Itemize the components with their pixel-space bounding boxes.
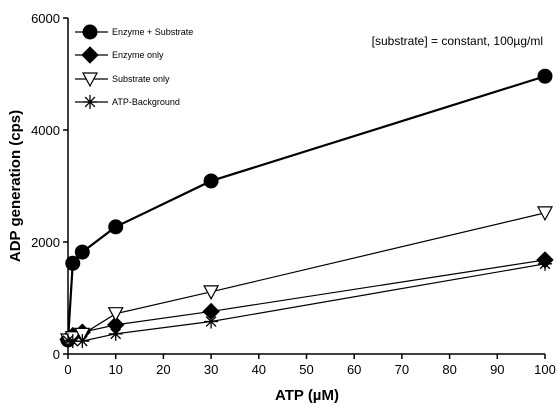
legend-marker [83, 95, 97, 109]
y-axis-title: ADP generation (cps) [7, 110, 24, 262]
x-axis-ticks: 0 10 20 30 40 50 60 70 80 90 100 [64, 354, 556, 377]
data-point [107, 307, 124, 322]
series-line [67, 263, 546, 342]
data-point [537, 68, 553, 84]
x-tick-label: 70 [395, 362, 409, 377]
x-tick-label: 10 [108, 362, 122, 377]
legend: Enzyme + Substrate Enzyme only Substrate o… [75, 24, 193, 109]
data-point [203, 285, 220, 301]
x-tick-label: 100 [534, 362, 556, 377]
legend-label: Enzyme only [112, 50, 164, 60]
x-tick-label: 50 [299, 362, 313, 377]
legend-item: Enzyme only [75, 46, 164, 64]
y-tick-label: 6000 [31, 11, 60, 26]
x-axis-title: ATP (µM) [275, 387, 339, 404]
legend-item: Enzyme + Substrate [75, 24, 193, 40]
series-line [67, 259, 546, 340]
x-tick-label: 40 [252, 362, 266, 377]
legend-marker [82, 24, 98, 40]
data-point [74, 244, 90, 260]
y-tick-label: 2000 [31, 235, 60, 250]
x-tick-label: 90 [490, 362, 504, 377]
data-point [108, 326, 123, 341]
legend-label: Substrate only [112, 74, 170, 84]
legend-marker [81, 72, 99, 88]
data-point [204, 314, 219, 329]
x-tick-label: 60 [347, 362, 361, 377]
x-tick-label: 80 [442, 362, 456, 377]
y-tick-label: 0 [53, 347, 60, 362]
legend-item: Substrate only [75, 72, 170, 88]
x-tick-label: 0 [64, 362, 71, 377]
x-tick-label: 30 [204, 362, 218, 377]
series-3 [59, 206, 554, 349]
data-point [108, 219, 124, 235]
data-point [536, 206, 554, 222]
legend-marker [81, 46, 99, 64]
series-layer [59, 68, 554, 349]
data-point [203, 173, 219, 189]
series-2 [59, 251, 554, 349]
y-tick-label: 4000 [31, 123, 60, 138]
series-line [66, 75, 546, 341]
y-axis-ticks: 0 2000 4000 6000 [31, 11, 68, 362]
annotation: [substrate] = constant, 100µg/ml [372, 34, 543, 48]
data-point [65, 255, 81, 271]
x-tick-label: 20 [156, 362, 170, 377]
legend-item: ATP-Background [75, 95, 180, 109]
legend-label: Enzyme + Substrate [112, 27, 193, 37]
plot-area [67, 18, 545, 355]
data-point [75, 334, 90, 349]
series-4 [61, 256, 552, 349]
data-point [538, 256, 552, 271]
legend-label: ATP-Background [112, 97, 180, 107]
